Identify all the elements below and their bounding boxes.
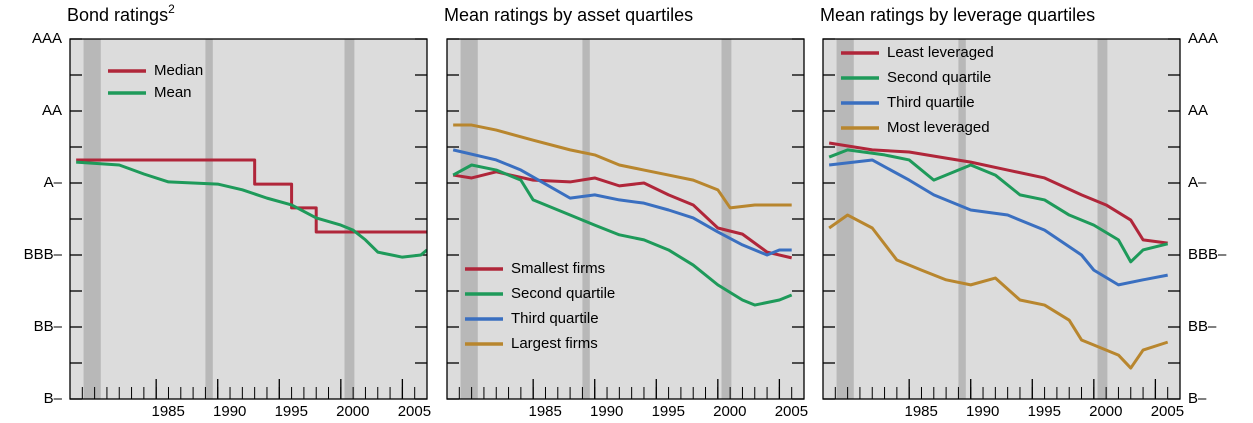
series-group xyxy=(452,123,793,307)
series-group xyxy=(828,141,1169,370)
x-tick-label: 1995 xyxy=(652,403,685,420)
x-tick-label: 2005 xyxy=(775,403,808,420)
title-text: Mean ratings by leverage quartiles xyxy=(820,5,1095,25)
x-tick-label: 1985 xyxy=(151,403,184,420)
legend-label: Largest firms xyxy=(511,335,598,352)
y-tick-label: A– xyxy=(1188,174,1207,191)
recession-band xyxy=(83,39,101,399)
x-tick-label: 2005 xyxy=(1151,403,1184,420)
recession-band xyxy=(460,39,478,399)
plot-border xyxy=(446,38,805,400)
x-tick-label: 1985 xyxy=(904,403,937,420)
recession-band xyxy=(721,39,732,399)
recession-band xyxy=(1097,39,1108,399)
legend-label: Smallest firms xyxy=(511,260,605,277)
plot-border xyxy=(69,38,428,400)
legend-label: Third quartile xyxy=(887,94,975,111)
legend-label: Third quartile xyxy=(511,310,599,327)
y-tick-label: BB– xyxy=(1188,318,1217,335)
legend-label: Least leveraged xyxy=(887,44,994,61)
plot-border xyxy=(822,38,1181,400)
recession-band xyxy=(344,39,355,399)
recession-band xyxy=(958,39,966,399)
y-tick-label: AA xyxy=(42,102,62,119)
series-line xyxy=(453,123,792,210)
title-text: Bond ratings xyxy=(67,5,168,25)
panel-title: Bond ratings2 xyxy=(67,2,175,25)
x-tick-label: 1990 xyxy=(213,403,246,420)
recession-band xyxy=(205,39,213,399)
series-line xyxy=(76,160,427,259)
x-tick-label: 2005 xyxy=(398,403,431,420)
y-tick-label: A– xyxy=(44,174,63,191)
x-tick-label: 1995 xyxy=(275,403,308,420)
legend-label: Second quartile xyxy=(511,285,615,302)
legend-label: Median xyxy=(154,62,203,79)
series-line xyxy=(828,158,1168,287)
y-tick-label: AAA xyxy=(32,30,62,47)
y-tick-label: BBB– xyxy=(24,246,63,263)
series-line xyxy=(828,148,1169,264)
panel-title: Mean ratings by asset quartiles xyxy=(444,5,693,25)
plot-background xyxy=(70,39,427,399)
y-tick-label: AAA xyxy=(1188,30,1218,47)
recession-band xyxy=(582,39,590,399)
legend-label: Most leveraged xyxy=(887,119,990,136)
plot-background xyxy=(823,39,1180,399)
series-line xyxy=(828,141,1168,245)
y-tick-label: B– xyxy=(1188,390,1207,407)
title-note: 2 xyxy=(168,2,175,16)
panel-title: Mean ratings by leverage quartiles xyxy=(820,5,1095,25)
series-line xyxy=(452,148,792,257)
recession-band xyxy=(836,39,854,399)
y-tick-label: B– xyxy=(44,390,63,407)
series-line xyxy=(452,163,793,307)
series-line xyxy=(828,213,1169,370)
x-tick-label: 2000 xyxy=(336,403,369,420)
series-line xyxy=(76,158,427,234)
x-tick-label: 2000 xyxy=(713,403,746,420)
y-tick-label: AA xyxy=(1188,102,1208,119)
x-tick-label: 2000 xyxy=(1089,403,1122,420)
plot-background xyxy=(447,39,804,399)
legend-label: Mean xyxy=(154,84,192,101)
x-tick-label: 1990 xyxy=(590,403,623,420)
y-tick-label: BBB– xyxy=(1188,246,1227,263)
title-text: Mean ratings by asset quartiles xyxy=(444,5,693,25)
series-group xyxy=(76,158,427,259)
x-tick-label: 1990 xyxy=(966,403,999,420)
y-tick-label: BB– xyxy=(34,318,63,335)
x-tick-label: 1995 xyxy=(1028,403,1061,420)
legend-label: Second quartile xyxy=(887,69,991,86)
x-tick-label: 1985 xyxy=(528,403,561,420)
